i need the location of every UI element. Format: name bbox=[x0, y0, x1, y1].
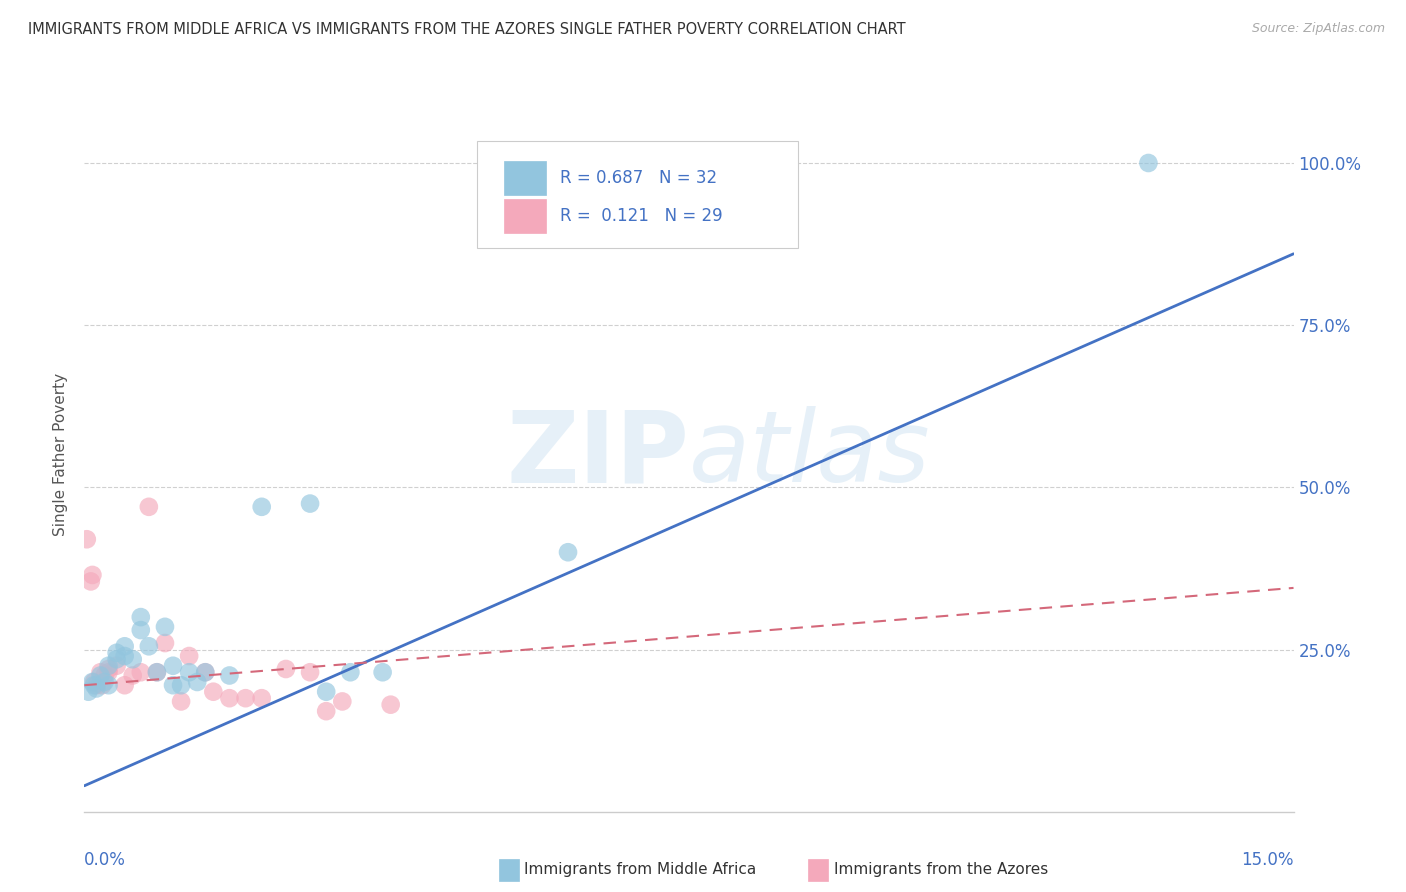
Point bbox=[89, 665, 111, 680]
Point bbox=[371, 665, 394, 680]
Point bbox=[129, 623, 152, 637]
Point bbox=[299, 497, 322, 511]
Point bbox=[162, 678, 184, 692]
Point bbox=[129, 665, 152, 680]
Point bbox=[83, 678, 105, 692]
Point bbox=[153, 636, 176, 650]
Text: ZIP: ZIP bbox=[506, 407, 689, 503]
Point bbox=[97, 658, 120, 673]
Point bbox=[105, 646, 128, 660]
Text: R =  0.121   N = 29: R = 0.121 N = 29 bbox=[560, 207, 723, 225]
Point bbox=[380, 698, 402, 712]
Point bbox=[83, 675, 105, 690]
Point bbox=[121, 652, 143, 666]
Point bbox=[218, 691, 240, 706]
Point bbox=[170, 694, 193, 708]
Point bbox=[179, 648, 201, 663]
Point bbox=[89, 668, 111, 682]
Point bbox=[194, 665, 217, 680]
Point bbox=[274, 662, 297, 676]
Point bbox=[250, 500, 273, 514]
Point bbox=[97, 665, 120, 680]
Point bbox=[146, 665, 169, 680]
Point bbox=[121, 668, 143, 682]
Text: R = 0.687   N = 32: R = 0.687 N = 32 bbox=[560, 169, 717, 187]
Point bbox=[250, 691, 273, 706]
Text: Source: ZipAtlas.com: Source: ZipAtlas.com bbox=[1251, 22, 1385, 36]
Point bbox=[557, 545, 579, 559]
Point bbox=[114, 678, 136, 692]
Point bbox=[179, 665, 201, 680]
Point bbox=[202, 684, 225, 698]
Point bbox=[129, 610, 152, 624]
Text: Immigrants from Middle Africa: Immigrants from Middle Africa bbox=[524, 863, 756, 877]
Point bbox=[194, 665, 217, 680]
Text: Immigrants from the Azores: Immigrants from the Azores bbox=[834, 863, 1047, 877]
Point bbox=[162, 658, 184, 673]
Point bbox=[186, 675, 208, 690]
Text: atlas: atlas bbox=[689, 407, 931, 503]
Point bbox=[93, 668, 115, 682]
Point bbox=[97, 662, 120, 676]
Point bbox=[153, 620, 176, 634]
Y-axis label: Single Father Poverty: Single Father Poverty bbox=[53, 374, 69, 536]
Point bbox=[315, 704, 337, 718]
FancyBboxPatch shape bbox=[503, 199, 547, 233]
Point bbox=[114, 640, 136, 654]
Point bbox=[315, 684, 337, 698]
Point bbox=[299, 665, 322, 680]
Text: 15.0%: 15.0% bbox=[1241, 851, 1294, 869]
Point bbox=[82, 568, 104, 582]
Point bbox=[93, 675, 115, 690]
Point bbox=[77, 684, 100, 698]
Point bbox=[146, 665, 169, 680]
Point bbox=[91, 678, 114, 692]
FancyBboxPatch shape bbox=[503, 161, 547, 195]
FancyBboxPatch shape bbox=[478, 141, 797, 248]
Point bbox=[114, 648, 136, 663]
Point bbox=[339, 665, 361, 680]
Point bbox=[218, 668, 240, 682]
Point bbox=[330, 694, 353, 708]
Point bbox=[105, 658, 128, 673]
Point bbox=[76, 533, 98, 547]
Point bbox=[1137, 156, 1160, 170]
Point bbox=[235, 691, 257, 706]
Point bbox=[138, 640, 160, 654]
Point bbox=[80, 574, 103, 589]
Point bbox=[86, 678, 108, 692]
Text: IMMIGRANTS FROM MIDDLE AFRICA VS IMMIGRANTS FROM THE AZORES SINGLE FATHER POVERT: IMMIGRANTS FROM MIDDLE AFRICA VS IMMIGRA… bbox=[28, 22, 905, 37]
Text: 0.0%: 0.0% bbox=[84, 851, 127, 869]
Point bbox=[170, 678, 193, 692]
Point bbox=[138, 500, 160, 514]
Point bbox=[105, 652, 128, 666]
Point bbox=[82, 675, 104, 690]
Point bbox=[86, 681, 108, 696]
Point bbox=[97, 678, 120, 692]
